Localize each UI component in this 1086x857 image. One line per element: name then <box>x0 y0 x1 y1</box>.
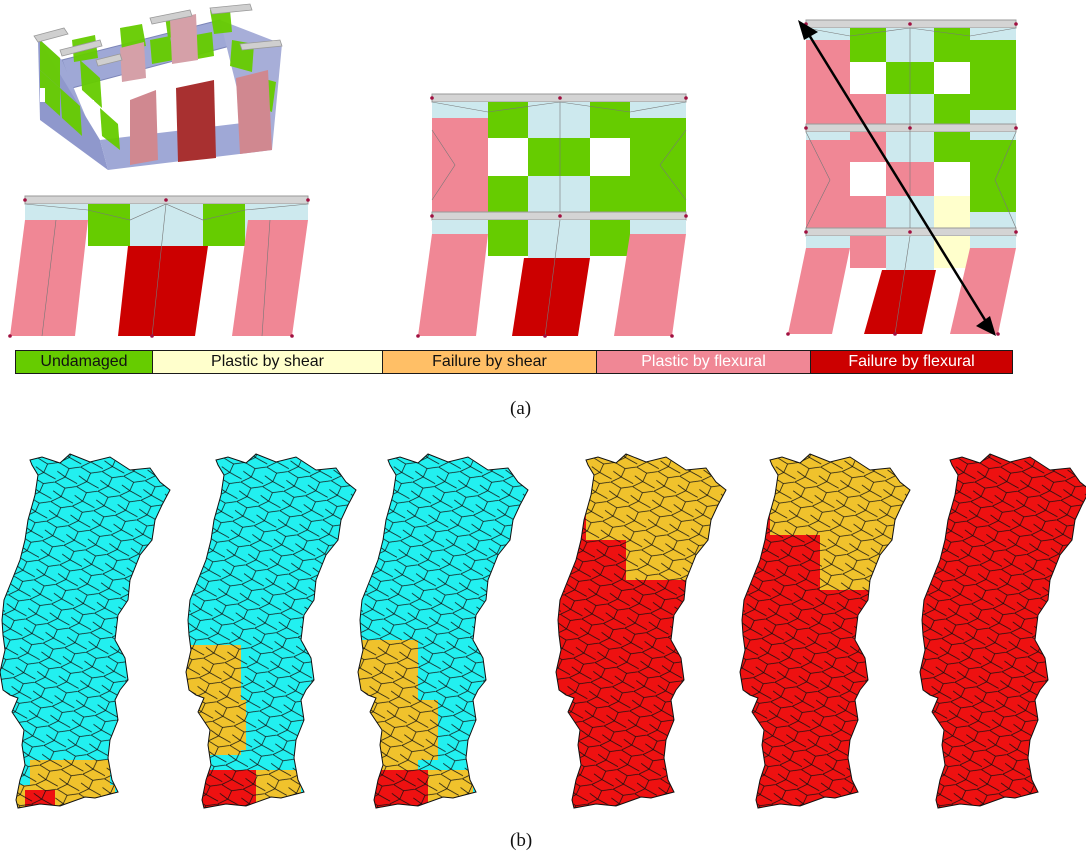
municipality-boundaries <box>920 454 1086 808</box>
map-1 <box>0 453 171 809</box>
spandrel <box>25 204 308 220</box>
municipality-boundaries <box>358 454 528 808</box>
wall-elevation-2 <box>416 93 688 338</box>
legend-label-plastic-flexural: Plastic by flexural <box>641 353 766 370</box>
back-pier-2 <box>120 42 146 82</box>
legend-label-undamaged: Undamaged <box>40 353 128 370</box>
caption-a: (a) <box>510 398 532 419</box>
map-3 <box>357 453 529 809</box>
map-2 <box>185 453 357 809</box>
legend-plastic-flexural: Plastic by flexural <box>597 351 811 373</box>
municipality-boundaries <box>0 454 170 808</box>
municipality-boundaries <box>556 454 726 808</box>
pier-storey2-left <box>432 118 488 212</box>
pier-failure-flexural <box>118 246 208 336</box>
pier-plastic-flexural-right <box>232 220 308 336</box>
back-pier <box>170 14 198 64</box>
wall-elevation-3 <box>786 19 1018 336</box>
front-pier-1 <box>130 90 158 165</box>
pier-plastic-left <box>418 234 488 336</box>
caption-b: (b) <box>510 830 533 851</box>
legend-label-failure-flexural: Failure by flexural <box>848 353 975 370</box>
front-pier-2 <box>176 80 216 162</box>
panel-undamaged-2 <box>203 204 245 246</box>
building-3d-model <box>33 3 283 170</box>
legend-undamaged: Undamaged <box>16 351 153 373</box>
double-arrow-icon <box>798 20 996 336</box>
maps-layer <box>0 453 1086 809</box>
legend-plastic-shear: Plastic by shear <box>153 351 383 373</box>
map-5 <box>739 453 911 809</box>
damage-legend: Undamaged Plastic by shear Failure by sh… <box>15 350 1013 374</box>
municipality-boundaries <box>186 454 356 808</box>
pier-plastic-right <box>614 234 686 336</box>
map-4 <box>555 453 727 809</box>
front-pier-3 <box>236 70 272 154</box>
legend-label-plastic-shear: Plastic by shear <box>211 353 324 370</box>
pier-storey2-right <box>630 118 686 212</box>
panel-undamaged-1 <box>88 204 130 246</box>
pier-failure-center <box>512 258 590 336</box>
wall-elevation-1 <box>8 195 310 338</box>
municipality-boundaries <box>740 454 910 808</box>
legend-failure-flexural: Failure by flexural <box>811 351 1012 373</box>
legend-label-failure-shear: Failure by shear <box>432 353 547 370</box>
legend-failure-shear: Failure by shear <box>383 351 597 373</box>
map-6 <box>919 453 1086 809</box>
